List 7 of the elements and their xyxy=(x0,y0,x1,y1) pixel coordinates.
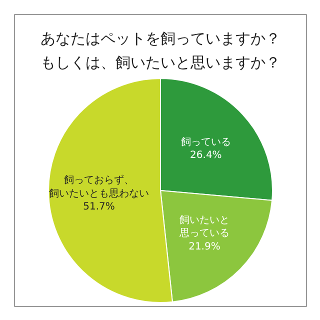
data-label: 51.7% xyxy=(83,201,115,212)
data-label: 26.4% xyxy=(190,150,222,161)
slice-label: 飼っている xyxy=(180,136,231,148)
slice-label: 飼いたいと思っている xyxy=(178,214,230,240)
data-label: 21.9% xyxy=(188,241,220,252)
chart-title: あなたはペットを飼っていますか？もしくは、飼いたいと思いますか？ xyxy=(40,30,280,72)
slice-label: 飼っておらず、飼いたいとも思わない xyxy=(48,174,149,200)
